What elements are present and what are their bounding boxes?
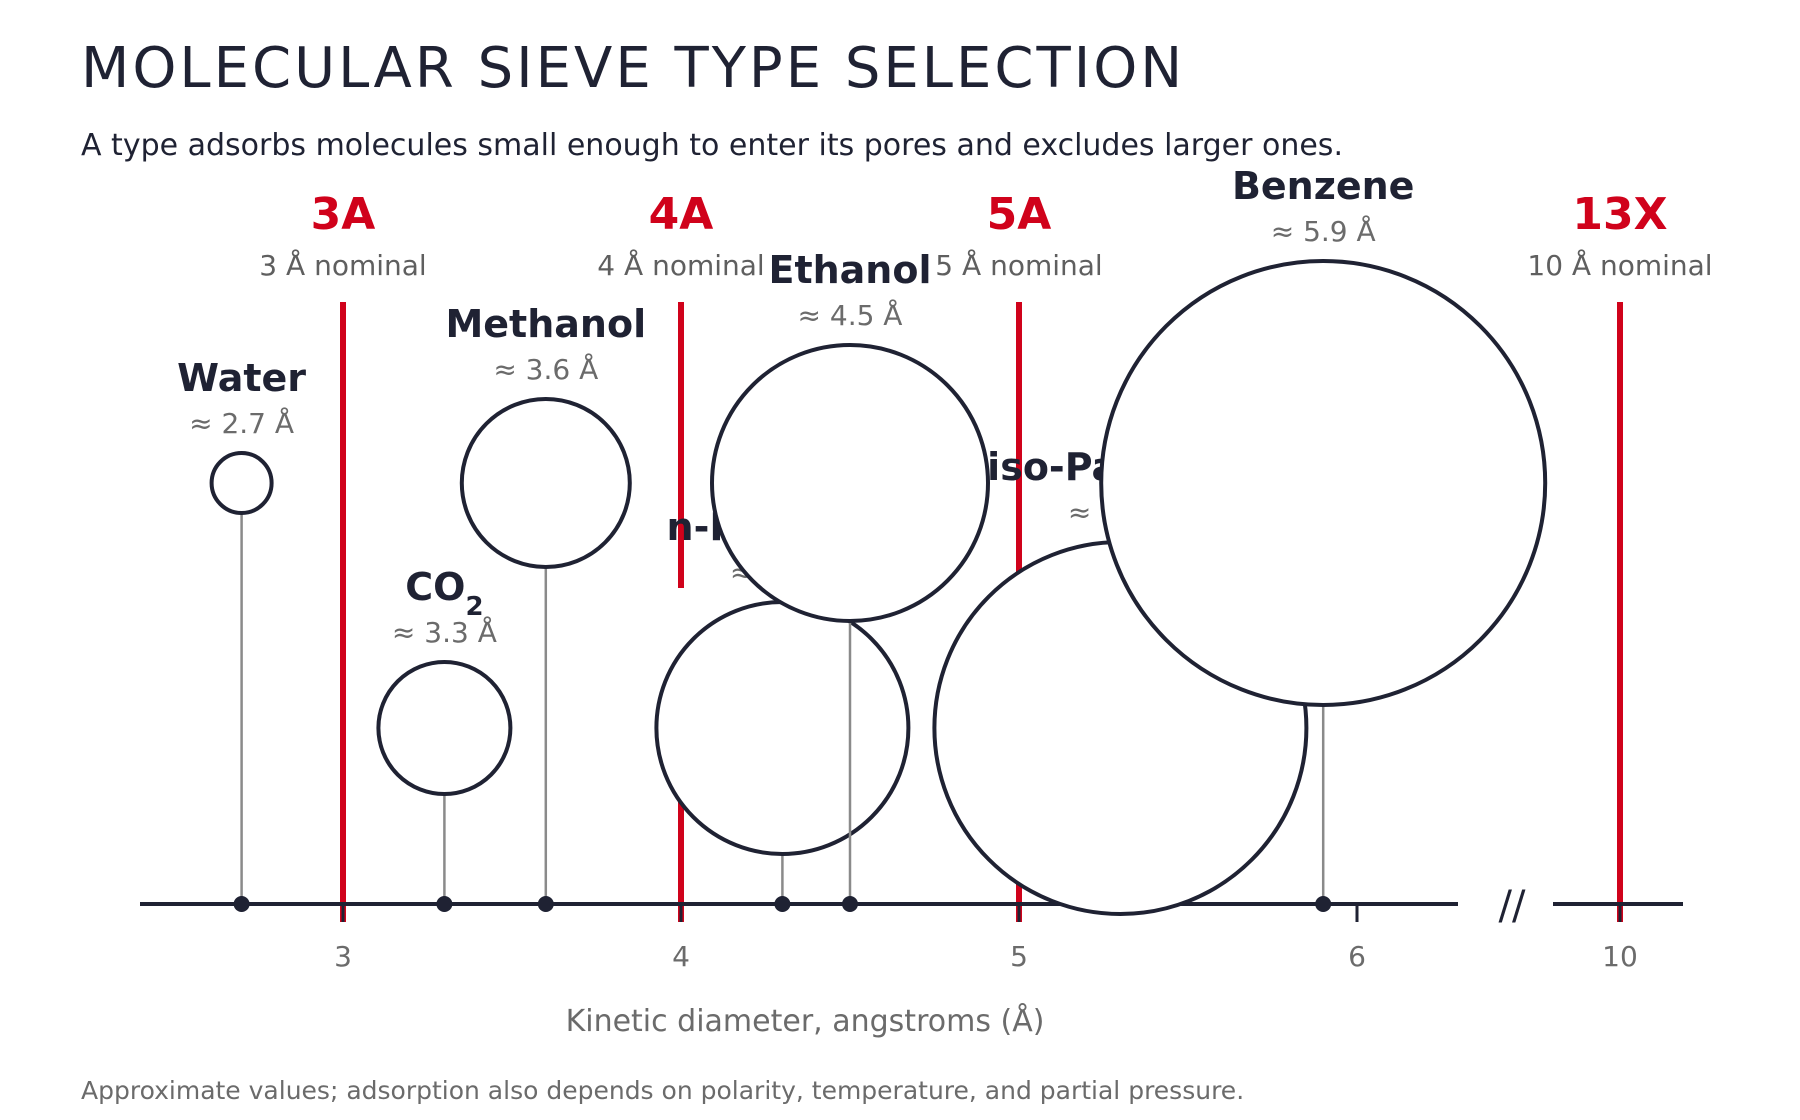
sieve-pore-label: 5 Å nominal <box>935 248 1102 282</box>
x-tick-label: 6 <box>1348 940 1366 973</box>
chart-subtitle: A type adsorbs molecules small enough to… <box>81 128 1343 163</box>
molecule-axis-point <box>1315 896 1332 912</box>
x-tick-label: 5 <box>1010 940 1028 973</box>
molecule-axis-point <box>233 896 250 912</box>
x-tick-label: 3 <box>334 940 352 973</box>
molecule-size-label: ≈ 4.5 Å <box>798 298 903 332</box>
molecule-circle <box>376 660 513 796</box>
molecule-circle <box>654 600 911 856</box>
molecule-size-label: ≈ 3.3 Å <box>392 615 497 649</box>
x-tick-label: 10 <box>1602 940 1638 973</box>
molecule-size-label: ≈ 5.9 Å <box>1271 214 1376 248</box>
molecule-circle <box>1099 259 1548 707</box>
molecule-name: CO2 <box>405 565 483 622</box>
sieve-pore-label: 3 Å nominal <box>259 248 426 282</box>
sieve-label: 4A <box>649 189 714 240</box>
x-axis: // 3 4 5 6 10 <box>140 883 1683 973</box>
molecule-size-label: ≈ 2.7 Å <box>189 406 294 440</box>
molecule-size-label: ≈ 3.6 Å <box>493 352 598 386</box>
axis-break-mark: // <box>1499 883 1526 929</box>
molecule-name: Water <box>177 356 306 400</box>
molecule-axis-point <box>842 896 858 912</box>
x-axis-title: Kinetic diameter, angstroms (Å) <box>566 1003 1045 1039</box>
molecule-axis-point <box>537 896 554 912</box>
footnote: Approximate values; adsorption also depe… <box>81 1076 1245 1105</box>
sieve-pore-label: 10 Å nominal <box>1527 248 1712 282</box>
molecule-axis-point <box>436 896 453 912</box>
molecule-name: Benzene <box>1232 164 1415 208</box>
sieve-label: 5A <box>987 189 1052 240</box>
molecule-name: Methanol <box>445 302 646 346</box>
x-tick-label: 4 <box>672 940 690 973</box>
molecule-axis-point <box>774 896 791 912</box>
molecule-circle <box>459 397 632 569</box>
chart-title: MOLECULAR SIEVE TYPE SELECTION <box>81 36 1186 101</box>
sieve-pore-label: 4 Å nominal <box>597 248 764 282</box>
molecule-circle <box>710 343 990 623</box>
molecule-name: Ethanol <box>768 248 931 292</box>
sieve-label: 13X <box>1572 189 1667 240</box>
molecule-circle <box>209 451 274 515</box>
sieve-label: 3A <box>311 189 376 240</box>
